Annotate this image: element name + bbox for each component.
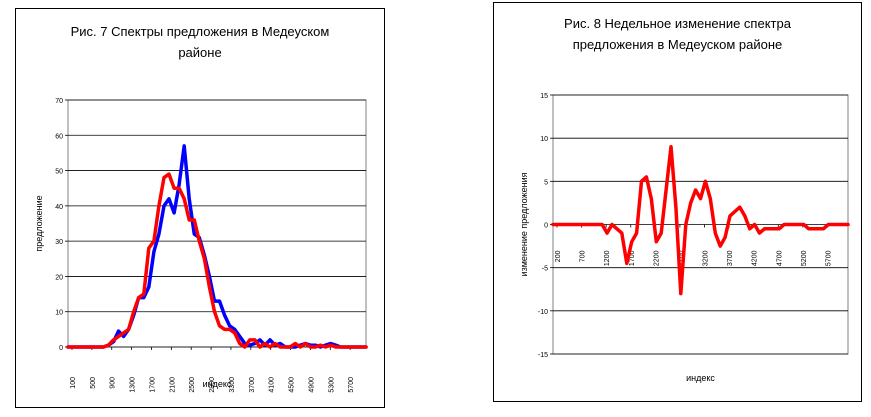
x-tick-label: 100: [70, 377, 77, 389]
y-axis-label: изменение предложения: [519, 172, 529, 276]
series-line-2: [66, 172, 368, 349]
x-tick-label: 5200: [801, 250, 808, 266]
chart-title: Рис. 7 Спектры предложения в Медеуском р…: [70, 24, 330, 60]
y-axis-label: предложение: [34, 195, 44, 251]
x-tick-label: 4500: [289, 377, 296, 393]
y-tick-label: 0: [59, 345, 63, 352]
spectrum-chart: 0 10 20 30 40 50 60 70 100 500 900 1300 1700 2100 2500…: [34, 98, 368, 393]
y-tick-label: 30: [55, 239, 63, 246]
x-tick-label: 3700: [249, 377, 256, 393]
x-tick-label: 3300: [229, 377, 236, 393]
chart-panel-7: Рис. 7 Спектры предложения в Медеуском р…: [15, 8, 385, 408]
plot-area: [67, 99, 367, 348]
y-tick-label: 10: [55, 310, 63, 317]
x-tick-label: 5700: [348, 377, 355, 393]
x-tick-label: 1300: [130, 377, 137, 393]
x-axis-label: индекс: [686, 373, 715, 383]
x-tick-label: 2100: [169, 377, 176, 393]
y-tick-label: -10: [538, 309, 548, 316]
chart-title: Рис. 8 Недельное изменение спектра предл…: [564, 16, 791, 52]
x-tick-label: 2700: [678, 250, 685, 266]
x-tick-label: 2900: [209, 377, 216, 393]
x-tick-label: 5700: [825, 250, 832, 266]
y-tick-label: -5: [542, 266, 548, 273]
chart-panel-8: Рис. 8 Недельное изменение спектра предл…: [493, 2, 862, 402]
y-tick-label: 40: [55, 204, 63, 211]
x-axis-label: индекс: [203, 379, 232, 389]
x-tick-label: 5300: [328, 377, 335, 393]
x-tick-label: 4200: [752, 250, 759, 266]
x-tick-label: 4900: [308, 377, 315, 393]
y-tick-label: 50: [55, 169, 63, 176]
x-tick-label: 900: [110, 377, 117, 389]
x-tick-label: 1700: [629, 250, 636, 266]
x-tick-label: 4700: [776, 250, 783, 266]
x-tick-label: 1700: [149, 377, 156, 393]
y-tick-label: 0: [544, 223, 548, 230]
y-tick-label: 10: [540, 136, 548, 143]
series-line-1: [551, 145, 850, 296]
y-tick-label: 70: [55, 98, 63, 105]
x-tick-label: 4100: [269, 377, 276, 393]
y-tick-label: 5: [544, 179, 548, 186]
y-tick-label: 60: [55, 133, 63, 140]
x-tick-label: 200: [555, 250, 562, 262]
weekly-change-chart: -15 -10 -5 0 5 10 15 200 700 1200 1700 2200 2700 3200…: [519, 93, 850, 383]
x-tick-label: 3200: [703, 250, 710, 266]
y-tick-label: 15: [540, 93, 548, 100]
x-tick-label: 3700: [727, 250, 734, 266]
x-tick-label: 700: [580, 250, 587, 262]
x-tick-label: 2500: [189, 377, 196, 393]
y-tick-label: 20: [55, 274, 63, 281]
x-tick-label: 1200: [604, 250, 611, 266]
x-tick-label: 2200: [653, 250, 660, 266]
x-tick-label: 500: [90, 377, 97, 389]
y-tick-label: -15: [538, 352, 548, 359]
